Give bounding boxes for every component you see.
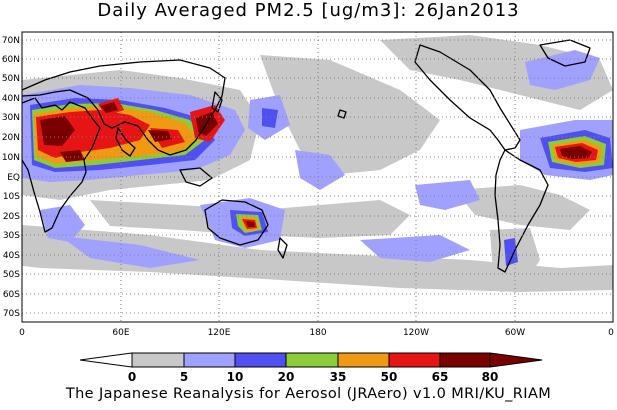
lat-label-20n: 20N xyxy=(2,133,20,143)
map-title: Daily Averaged PM2.5 [ug/m3]: 26Jan2013 xyxy=(97,0,520,21)
lon-label-120w: 120W xyxy=(403,328,429,338)
colorbar-segment-4 xyxy=(285,352,339,368)
lon-label-0-left: 0 xyxy=(19,328,25,338)
colorbar-segment-5 xyxy=(337,352,390,368)
colorbar-label-10: 10 xyxy=(227,370,244,384)
map-frame xyxy=(21,31,614,323)
colorbar-segment-6 xyxy=(388,352,441,368)
colorbar-label-65: 65 xyxy=(432,370,449,384)
lon-label-60e: 60E xyxy=(112,328,129,338)
lat-label-eq: EQ xyxy=(7,173,20,183)
colorbar-segment-3 xyxy=(234,352,287,368)
lon-label-180: 180 xyxy=(309,328,326,338)
longitude-labels: 0 60E 120E 180 120W 60W 0 xyxy=(19,328,614,338)
colorbar: 0 5 10 20 35 50 65 80 xyxy=(79,352,543,384)
lon-label-60w: 60W xyxy=(505,328,525,338)
colorbar-label-0: 0 xyxy=(128,370,136,384)
colorbar-label-5: 5 xyxy=(180,370,188,384)
lat-label-60s: 60S xyxy=(3,290,20,300)
lat-label-70s: 70S xyxy=(3,309,20,319)
lat-label-20s: 20S xyxy=(3,212,20,222)
lat-label-70n: 70N xyxy=(2,36,20,46)
colorbar-label-35: 35 xyxy=(330,370,347,384)
pm25-level-80-plus xyxy=(40,102,592,227)
lat-label-10n: 10N xyxy=(2,153,20,163)
gridlines xyxy=(22,32,613,322)
lon-label-0-right: 0 xyxy=(608,328,614,338)
colorbar-segment-7 xyxy=(439,352,543,368)
lat-label-10s: 10S xyxy=(3,192,20,202)
lat-label-40s: 40S xyxy=(3,251,20,261)
lat-label-50n: 50N xyxy=(2,74,20,84)
lat-label-40n: 40N xyxy=(2,94,20,104)
lat-label-30s: 30S xyxy=(3,231,20,241)
coastlines xyxy=(22,39,591,273)
lat-label-30n: 30N xyxy=(2,113,20,123)
colorbar-segment-1 xyxy=(131,352,185,368)
colorbar-segment-2 xyxy=(183,352,236,368)
colorbar-label-20: 20 xyxy=(278,370,295,384)
latitude-labels: 70N 60N 50N 40N 30N 20N 10N EQ 10S 20S 3… xyxy=(2,36,20,319)
colorbar-segment-0 xyxy=(79,352,133,368)
lat-label-60n: 60N xyxy=(2,55,20,65)
colorbar-label-50: 50 xyxy=(381,370,398,384)
pm25-field xyxy=(22,35,613,292)
colorbar-label-80: 80 xyxy=(482,370,499,384)
footer-credit: The Japanese Reanalysis for Aerosol (JRA… xyxy=(65,386,552,402)
lon-label-120e: 120E xyxy=(208,328,231,338)
lat-label-50s: 50S xyxy=(3,270,20,280)
